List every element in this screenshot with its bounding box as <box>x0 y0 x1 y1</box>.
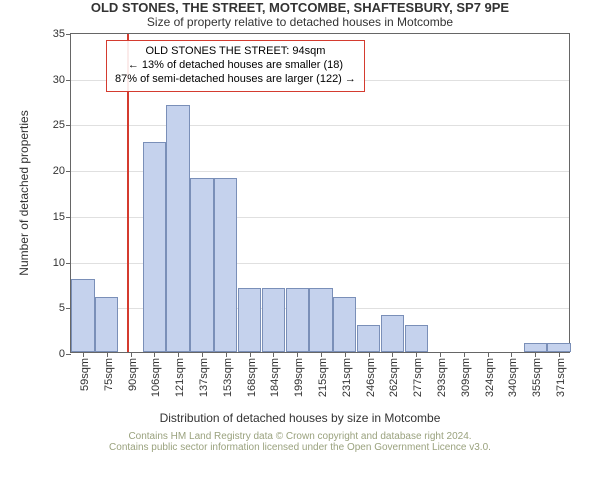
ytick-label: 10 <box>53 257 71 269</box>
xtick-mark <box>321 352 322 357</box>
ytick-label: 0 <box>59 348 71 360</box>
annotation-line: 87% of semi-detached houses are larger (… <box>115 73 356 87</box>
xtick-mark <box>83 352 84 357</box>
xtick-label: 75sqm <box>103 358 115 391</box>
bar <box>262 288 285 352</box>
y-axis-label: Number of detached properties <box>17 110 31 275</box>
ytick-label: 35 <box>53 28 71 40</box>
xtick-label: 324sqm <box>484 358 496 397</box>
bar <box>143 142 166 352</box>
bar <box>309 288 332 352</box>
xtick-label: 153sqm <box>222 358 234 397</box>
xtick-label: 231sqm <box>341 358 353 397</box>
xtick-label: 277sqm <box>412 358 424 397</box>
xtick-label: 168sqm <box>246 358 258 397</box>
xtick-mark <box>369 352 370 357</box>
bar <box>166 105 189 352</box>
bar <box>238 288 261 352</box>
annotation-line: OLD STONES THE STREET: 94sqm <box>115 45 356 59</box>
xtick-mark <box>250 352 251 357</box>
xtick-label: 215sqm <box>317 358 329 397</box>
bar <box>524 343 547 352</box>
ytick-label: 30 <box>53 74 71 86</box>
xtick-label: 137sqm <box>198 358 210 397</box>
xtick-label: 355sqm <box>531 358 543 397</box>
xtick-label: 371sqm <box>555 358 567 397</box>
bar <box>286 288 309 352</box>
bar <box>214 178 237 352</box>
ytick-label: 20 <box>53 165 71 177</box>
bar <box>95 297 118 352</box>
xtick-mark <box>273 352 274 357</box>
bar <box>405 325 428 352</box>
bar <box>190 178 213 352</box>
bar <box>357 325 380 352</box>
xtick-mark <box>178 352 179 357</box>
xtick-mark <box>297 352 298 357</box>
xtick-mark <box>511 352 512 357</box>
annotation-box: OLD STONES THE STREET: 94sqm← 13% of det… <box>106 40 365 91</box>
chart-subtitle: Size of property relative to detached ho… <box>0 15 600 29</box>
attribution-line-2: Contains public sector information licen… <box>0 442 600 453</box>
chart-area: Number of detached properties 0510152025… <box>0 29 600 407</box>
xtick-mark <box>131 352 132 357</box>
xtick-mark <box>345 352 346 357</box>
xtick-label: 106sqm <box>150 358 162 397</box>
ytick-label: 15 <box>53 211 71 223</box>
gridline <box>71 125 569 126</box>
xtick-mark <box>226 352 227 357</box>
bar <box>71 279 94 352</box>
xtick-mark <box>202 352 203 357</box>
xtick-label: 90sqm <box>127 358 139 391</box>
xtick-mark <box>559 352 560 357</box>
xtick-mark <box>488 352 489 357</box>
xtick-label: 199sqm <box>293 358 305 397</box>
ytick-label: 25 <box>53 119 71 131</box>
x-axis-label: Distribution of detached houses by size … <box>0 411 600 425</box>
bar <box>333 297 356 352</box>
xtick-mark <box>154 352 155 357</box>
ytick-label: 5 <box>59 302 71 314</box>
xtick-mark <box>416 352 417 357</box>
bar <box>381 315 404 352</box>
xtick-mark <box>392 352 393 357</box>
attribution-line-1: Contains HM Land Registry data © Crown c… <box>0 431 600 442</box>
xtick-mark <box>440 352 441 357</box>
xtick-label: 309sqm <box>460 358 472 397</box>
xtick-label: 246sqm <box>365 358 377 397</box>
xtick-label: 293sqm <box>436 358 448 397</box>
xtick-mark <box>107 352 108 357</box>
plot-area: 0510152025303559sqm75sqm90sqm106sqm121sq… <box>70 33 570 353</box>
xtick-label: 59sqm <box>79 358 91 391</box>
annotation-line: ← 13% of detached houses are smaller (18… <box>115 59 356 73</box>
xtick-mark <box>464 352 465 357</box>
bar <box>547 343 570 352</box>
xtick-label: 121sqm <box>174 358 186 397</box>
chart-title: OLD STONES, THE STREET, MOTCOMBE, SHAFTE… <box>0 0 600 15</box>
xtick-label: 262sqm <box>388 358 400 397</box>
xtick-label: 340sqm <box>507 358 519 397</box>
xtick-mark <box>535 352 536 357</box>
xtick-label: 184sqm <box>269 358 281 397</box>
